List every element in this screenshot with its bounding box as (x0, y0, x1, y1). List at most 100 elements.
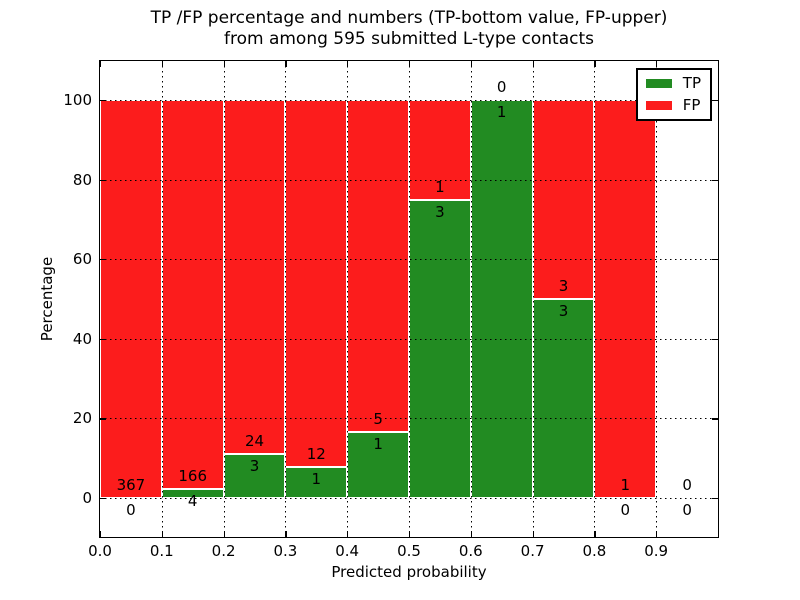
x-tick-mark (409, 531, 411, 537)
y-tick-label: 0 (82, 489, 92, 507)
bar-label-tp: 3 (435, 202, 445, 221)
y-tick-mark (100, 418, 106, 420)
y-tick-label: 40 (72, 329, 92, 348)
gridline-vertical (409, 61, 410, 537)
y-tick-mark (100, 100, 106, 102)
y-tick-mark (712, 100, 718, 102)
x-tick-mark (347, 61, 349, 67)
x-tick-mark (656, 61, 658, 67)
x-tick-label: 0.8 (582, 542, 607, 560)
y-tick-mark (712, 179, 718, 181)
bar-label-tp: 1 (311, 470, 322, 489)
tp-legend-swatch (645, 79, 672, 88)
x-tick-mark (347, 531, 349, 537)
x-tick-mark (285, 531, 287, 537)
bar-label-fp: 1 (620, 476, 631, 494)
bar-label-tp: 3 (249, 456, 260, 475)
x-tick-label: 0.0 (88, 542, 112, 560)
bar-label-tp: 4 (187, 491, 198, 510)
legend-item-tp: TP (645, 74, 701, 92)
x-tick-label: 0.2 (211, 542, 236, 560)
bar-segment-fp (161, 100, 224, 489)
x-tick-mark (532, 531, 534, 537)
plot-area: TP FP 367 0 166 4 24 3 12 1 5 1 1 3 0 1 3 3 1 0 0 0 0 20 40 60 8… (63, 60, 719, 560)
chart-title-line2: from among 595 submitted L-type contacts (223, 29, 594, 49)
bar-label-tp: 0 (682, 501, 692, 519)
gridline-vertical (285, 61, 287, 537)
bar-label-fp: 166 (178, 466, 207, 485)
bar-label-tp: 1 (373, 434, 383, 453)
y-tick-label: 20 (72, 409, 92, 428)
bar-label-fp: 3 (558, 277, 569, 295)
chart-title-line1: TP /FP percentage and numbers (TP-bottom… (150, 8, 668, 28)
bar-label-fp: 5 (373, 409, 383, 428)
gridline-vertical (347, 61, 349, 537)
x-tick-label: 0.5 (397, 542, 421, 560)
x-tick-mark (594, 531, 596, 537)
x-tick-mark (470, 61, 472, 67)
bar-segment-fp (223, 100, 286, 454)
bar-segment-fp (347, 100, 409, 432)
x-tick-mark (470, 531, 472, 537)
bar-segment-fp (532, 100, 595, 299)
bar-segment-fp (285, 100, 348, 468)
bar-label-fp: 367 (116, 476, 146, 494)
legend: TP FP (635, 68, 712, 121)
bar-label-fp: 12 (306, 445, 326, 464)
y-tick-mark (712, 418, 718, 420)
x-tick-mark (223, 531, 225, 537)
gridline-vertical (161, 61, 163, 537)
gridline-vertical (223, 61, 225, 537)
bar-label-tp: 3 (558, 302, 569, 320)
bar-label-fp: 1 (435, 177, 445, 196)
x-tick-mark (594, 61, 596, 67)
x-tick-label: 0.1 (149, 542, 174, 560)
gridline-vertical (594, 61, 596, 537)
y-axis-label: Percentage (38, 256, 56, 342)
bar-label-fp: 0 (682, 476, 692, 494)
bar-segment-tp (409, 199, 471, 498)
y-tick-mark (100, 259, 106, 261)
gridline-vertical (656, 61, 658, 537)
legend-label-fp: FP (682, 96, 701, 114)
y-tick-mark (712, 259, 718, 261)
bar-label-fp: 0 (496, 78, 507, 96)
x-tick-label: 0.6 (458, 542, 483, 560)
bar-segment-tp (470, 100, 533, 498)
legend-label-tp: TP (682, 74, 701, 92)
bar-segment-fp (100, 100, 162, 498)
y-tick-mark (712, 498, 718, 500)
bar-label-tp: 0 (620, 501, 631, 519)
y-tick-mark (100, 498, 106, 500)
y-tick-label: 60 (72, 250, 92, 269)
y-tick-mark (100, 338, 106, 340)
x-tick-mark (409, 61, 411, 67)
chart-title: TP /FP percentage and numbers (TP-bottom… (100, 8, 718, 50)
bar-segment-tp (532, 299, 595, 498)
y-tick-label: 80 (72, 170, 92, 189)
gridline-vertical (532, 61, 534, 537)
fp-legend-swatch (645, 101, 672, 110)
y-tick-label: 100 (63, 91, 92, 109)
gridline-vertical (470, 61, 472, 537)
bar-segment-tp (223, 453, 286, 498)
bar-segment-tp (347, 431, 409, 498)
x-tick-mark (656, 531, 658, 537)
legend-item-fp: FP (645, 96, 701, 114)
x-tick-label: 0.7 (520, 542, 545, 560)
x-tick-mark (161, 61, 163, 67)
bar-label-tp: 0 (126, 501, 136, 519)
bar-label-tp: 1 (496, 103, 507, 121)
x-tick-mark (100, 61, 102, 67)
x-tick-mark (532, 61, 534, 67)
x-tick-label: 0.3 (273, 542, 298, 560)
x-tick-mark (100, 531, 102, 537)
x-axis-label: Predicted probability (331, 563, 487, 581)
x-tick-label: 0.9 (644, 542, 669, 560)
bar-label-fp: 24 (244, 431, 265, 450)
y-tick-mark (712, 338, 718, 340)
bar-segment-fp (594, 100, 657, 498)
x-tick-label: 0.4 (335, 542, 360, 560)
x-tick-mark (161, 531, 163, 537)
